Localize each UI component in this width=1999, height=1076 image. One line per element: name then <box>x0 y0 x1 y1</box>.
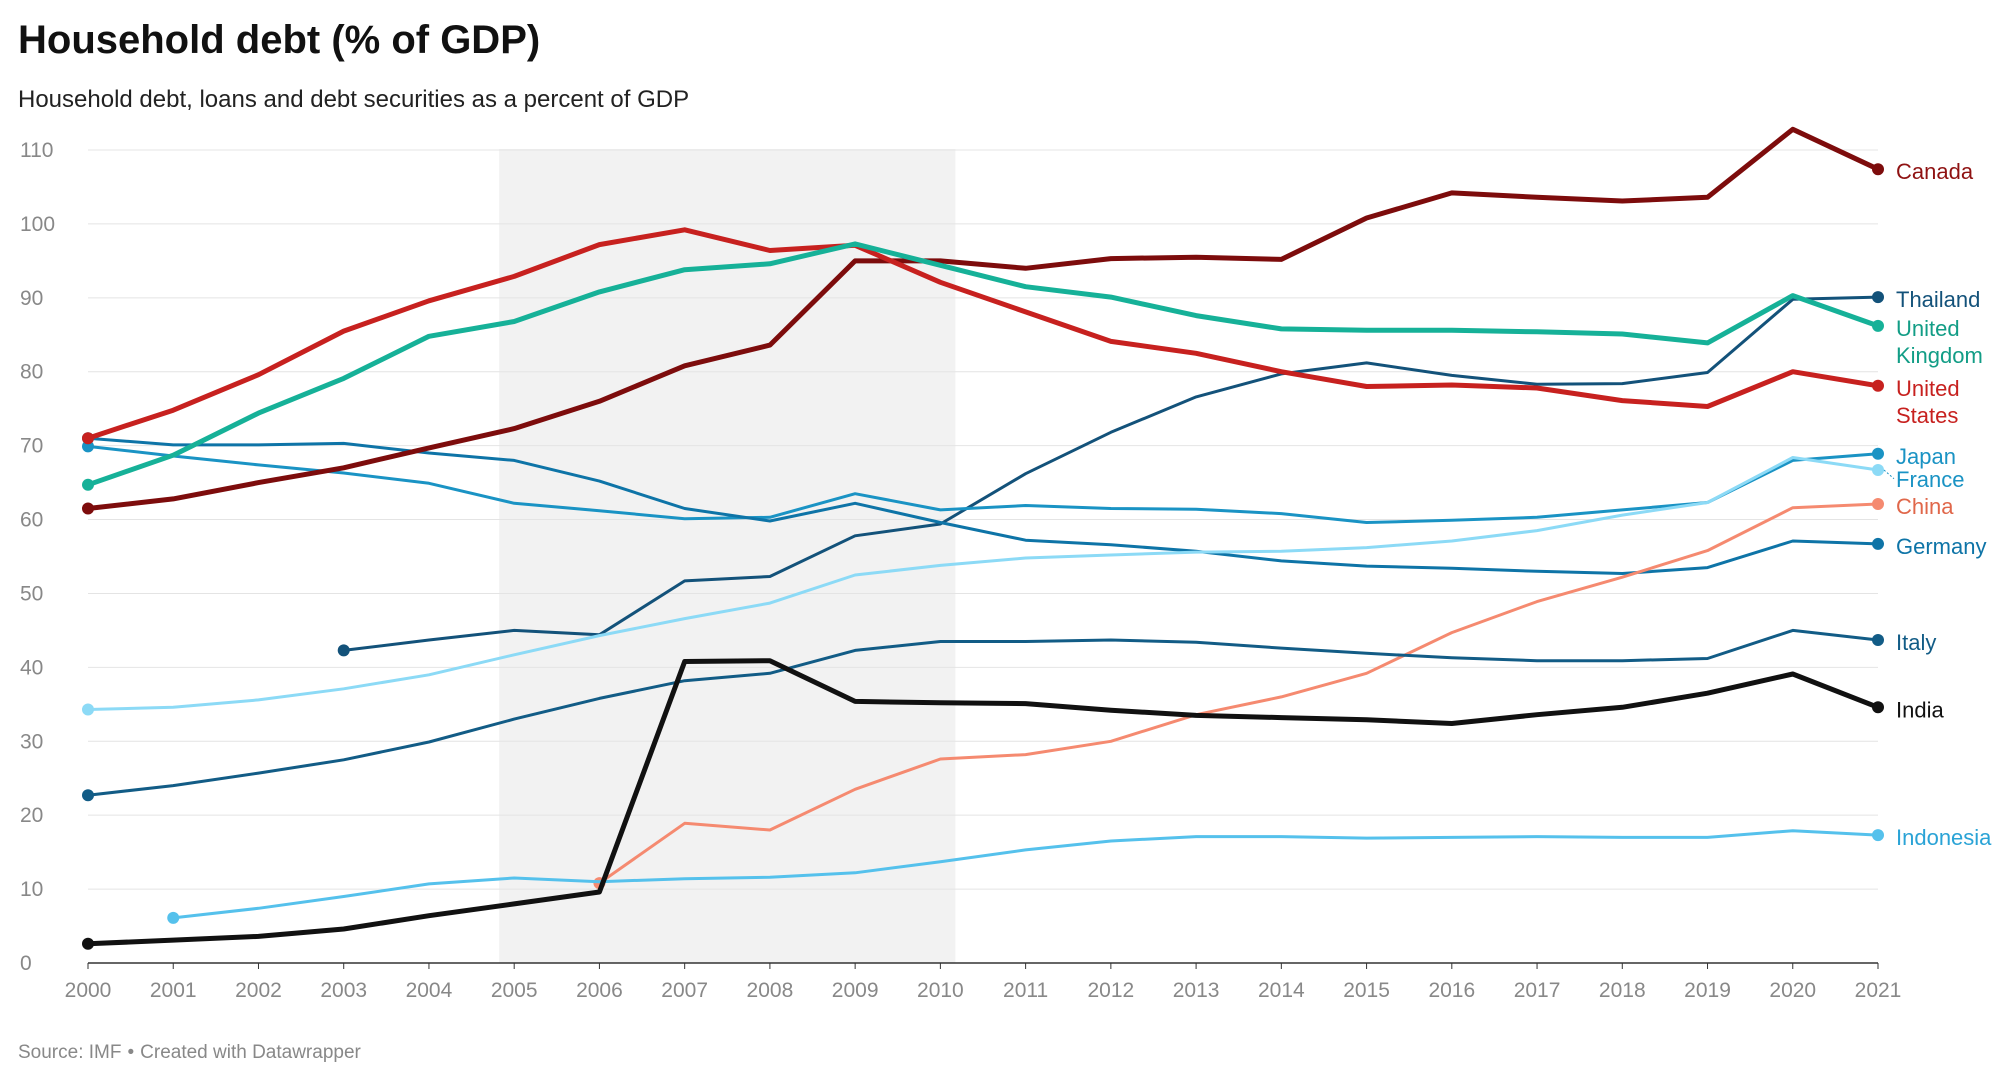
series-start-point-united-states <box>82 432 94 445</box>
y-tick-label: 40 <box>20 656 43 679</box>
series-end-point-china <box>1872 498 1884 511</box>
series-end-point-united-states <box>1872 379 1884 392</box>
label-leader-france <box>1883 469 1895 480</box>
series-label-italy: Italy <box>1896 630 1936 655</box>
series-label-india: India <box>1896 697 1944 722</box>
series-label-thailand: Thailand <box>1896 287 1980 312</box>
x-tick-label: 2015 <box>1343 979 1390 1002</box>
y-tick-label: 0 <box>20 952 32 975</box>
x-tick-label: 2000 <box>65 979 112 1002</box>
series-label-united-kingdom: United Kingdom <box>1896 316 1983 368</box>
x-tick-label: 2007 <box>661 979 708 1002</box>
x-tick-label: 2003 <box>320 979 367 1002</box>
y-tick-label: 100 <box>20 213 55 236</box>
x-tick-label: 2002 <box>235 979 282 1002</box>
series-end-point-indonesia <box>1872 829 1884 842</box>
series-start-point-canada <box>82 502 94 515</box>
y-tick-label: 20 <box>20 804 43 827</box>
x-tick-label: 2011 <box>1003 979 1048 1002</box>
x-tick-label: 2012 <box>1087 979 1134 1002</box>
series-start-point-france <box>82 703 94 716</box>
series-line-india <box>85 658 1881 947</box>
series-end-point-india <box>1872 701 1884 714</box>
y-tick-label: 110 <box>20 139 53 162</box>
x-tick-label: 2020 <box>1769 979 1816 1002</box>
x-tick-label: 2013 <box>1173 979 1220 1002</box>
series-line-china <box>597 502 1880 885</box>
y-tick-label: 60 <box>20 509 43 532</box>
x-tick-label: 2009 <box>832 979 879 1002</box>
x-tick-label: 2017 <box>1514 979 1561 1002</box>
x-tick-label: 2019 <box>1684 979 1731 1002</box>
series-line-italy <box>86 628 1880 797</box>
series-start-point-italy <box>82 789 94 802</box>
series-end-point-united-kingdom <box>1872 319 1884 332</box>
series-start-point-india <box>82 937 94 950</box>
x-tick-label: 2021 <box>1855 979 1902 1002</box>
series-label-china: China <box>1896 494 1954 519</box>
series-end-point-canada <box>1872 163 1884 176</box>
series-label-japan: Japan <box>1896 444 1956 469</box>
series-end-point-france <box>1872 464 1884 477</box>
series-label-france: France <box>1896 467 1964 492</box>
x-tick-label: 2010 <box>917 979 964 1002</box>
y-tick-label: 80 <box>20 361 43 384</box>
series-line-united-kingdom <box>85 241 1881 488</box>
series-line-canada <box>85 126 1881 511</box>
series-end-point-japan <box>1872 447 1884 460</box>
series-end-point-thailand <box>1872 291 1884 304</box>
x-tick-label: 2006 <box>576 979 623 1002</box>
series-label-indonesia: Indonesia <box>1896 825 1992 850</box>
x-tick-label: 2005 <box>491 979 538 1002</box>
series-end-point-italy <box>1872 634 1884 647</box>
x-tick-label: 2014 <box>1258 979 1305 1002</box>
series-line-united-states <box>85 227 1881 441</box>
series-label-united-states: United States <box>1896 376 1960 428</box>
shaded-period <box>499 149 956 963</box>
series-label-canada: Canada <box>1896 159 1974 184</box>
series-line-france <box>86 456 1880 711</box>
series-line-japan <box>86 444 1880 524</box>
source-label: Source: IMF <box>18 1042 122 1063</box>
series-start-point-indonesia <box>167 911 180 924</box>
x-tick-label: 2016 <box>1428 979 1475 1002</box>
y-tick-label: 30 <box>20 730 43 753</box>
series-end-point-germany <box>1872 537 1884 550</box>
y-tick-label: 50 <box>20 582 43 605</box>
source-note: Source: IMF • Created with Datawrapper <box>18 1042 361 1064</box>
y-tick-label: 70 <box>20 435 43 458</box>
source-separator: • <box>127 1042 135 1063</box>
y-tick-label: 90 <box>20 287 43 310</box>
series-line-germany <box>86 436 1880 575</box>
series-start-point-united-kingdom <box>82 478 94 491</box>
x-tick-label: 2008 <box>747 979 794 1002</box>
series-line-indonesia <box>171 829 1880 920</box>
y-tick-label: 10 <box>20 878 43 901</box>
source-credit: Created with Datawrapper <box>140 1042 361 1063</box>
chart-subtitle: Household debt, loans and debt securitie… <box>18 86 690 113</box>
x-tick-label: 2004 <box>406 979 453 1002</box>
x-tick-label: 2001 <box>150 979 197 1002</box>
chart-title: Household debt (% of GDP) <box>18 18 541 62</box>
x-tick-label: 2018 <box>1599 979 1646 1002</box>
series-label-germany: Germany <box>1896 534 1986 559</box>
series-start-point-thailand <box>337 644 350 657</box>
